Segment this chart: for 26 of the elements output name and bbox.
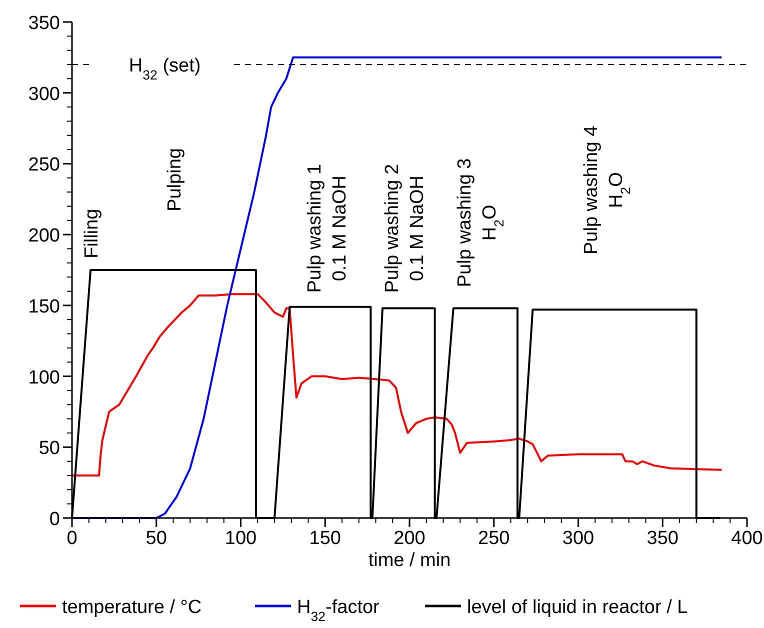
x-tick-label: 0 [66,528,78,549]
x-tick-label: 50 [146,528,167,549]
y-tick-label: 0 [49,509,60,530]
annotation: Pulping [164,148,186,212]
y-tick-label: 350 [28,13,60,34]
y-tick-label: 150 [28,296,60,318]
x-tick-label: 150 [309,528,341,549]
legend-label: temperature / °C [62,597,202,618]
y-tick-label: 50 [38,438,60,460]
y-tick-label: 200 [28,226,60,247]
x-axis-title: time / min [368,550,451,571]
y-tick-label: 300 [28,84,60,105]
legend-label: H$_{32}$-factor [297,597,380,624]
x-tick-label: 250 [478,528,510,549]
x-tick-label: 350 [646,528,678,549]
annotation: Pulp washing 2 0.1 M NaOH [382,164,428,293]
annotation: Pulp washing 1 0.1 M NaOH [304,164,350,293]
x-tick-label: 300 [562,528,594,549]
x-tick-label: 100 [224,528,257,549]
x-tick-label: 200 [394,528,426,549]
ref-line-label: H$_{32}$ (set) [128,56,201,82]
y-tick-label: 250 [28,154,60,176]
annotation: Filling [82,208,103,258]
legend-label: level of liquid in reactor / L [467,597,688,618]
x-tick-label: 400 [731,528,763,549]
y-tick-label: 100 [28,367,60,388]
